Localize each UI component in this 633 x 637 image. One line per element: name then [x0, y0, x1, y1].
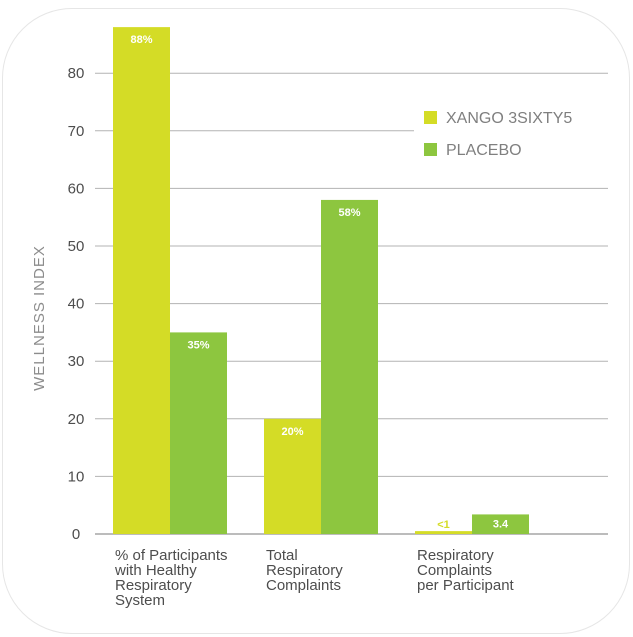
y-tick-label: 10 [68, 468, 85, 485]
legend: XANGO 3SIXTY5 PLACEBO [414, 101, 610, 173]
bars [113, 27, 529, 535]
y-tick-label: 60 [68, 180, 85, 197]
data-label: 58% [338, 207, 360, 219]
bar [472, 514, 529, 534]
y-tick-label: 30 [68, 353, 85, 370]
category-label: % of Participants with Healthy Respiratory… [114, 547, 228, 609]
data-label: <1 [437, 519, 450, 531]
category-labels: % of Participants with Healthy Respiratory… [114, 547, 515, 609]
legend-entry: PLACEBO [446, 142, 522, 159]
legend-swatch [424, 111, 437, 124]
legend-entry: XANGO 3SIXTY5 [446, 110, 572, 127]
legend-swatch [424, 143, 437, 156]
bar [321, 199, 378, 535]
category-label: Total Respiratory Complaints [266, 547, 343, 594]
data-label: 20% [281, 426, 303, 438]
bar [113, 27, 170, 535]
y-tick-label: 50 [68, 238, 85, 255]
legend-box [414, 101, 610, 173]
bar [170, 332, 227, 534]
y-tick-label: 20 [68, 411, 85, 428]
data-label: 35% [187, 339, 209, 351]
y-tick-label: 70 [68, 123, 85, 140]
y-tick-label: 80 [68, 65, 85, 82]
data-labels: 88% 20% <1 35% 58% 3.4 [130, 34, 509, 531]
y-tick-label: 40 [68, 296, 85, 313]
data-label: 88% [130, 34, 152, 46]
bar [415, 531, 472, 534]
y-tick-labels: 0 10 20 30 40 50 60 70 80 [68, 65, 85, 543]
bar [264, 418, 321, 534]
y-axis-label: WELLNESS INDEX [31, 245, 48, 391]
category-label: Respiratory Complaints per Participant [417, 547, 515, 594]
y-tick-label: 0 [72, 526, 80, 543]
data-label: 3.4 [493, 518, 509, 530]
